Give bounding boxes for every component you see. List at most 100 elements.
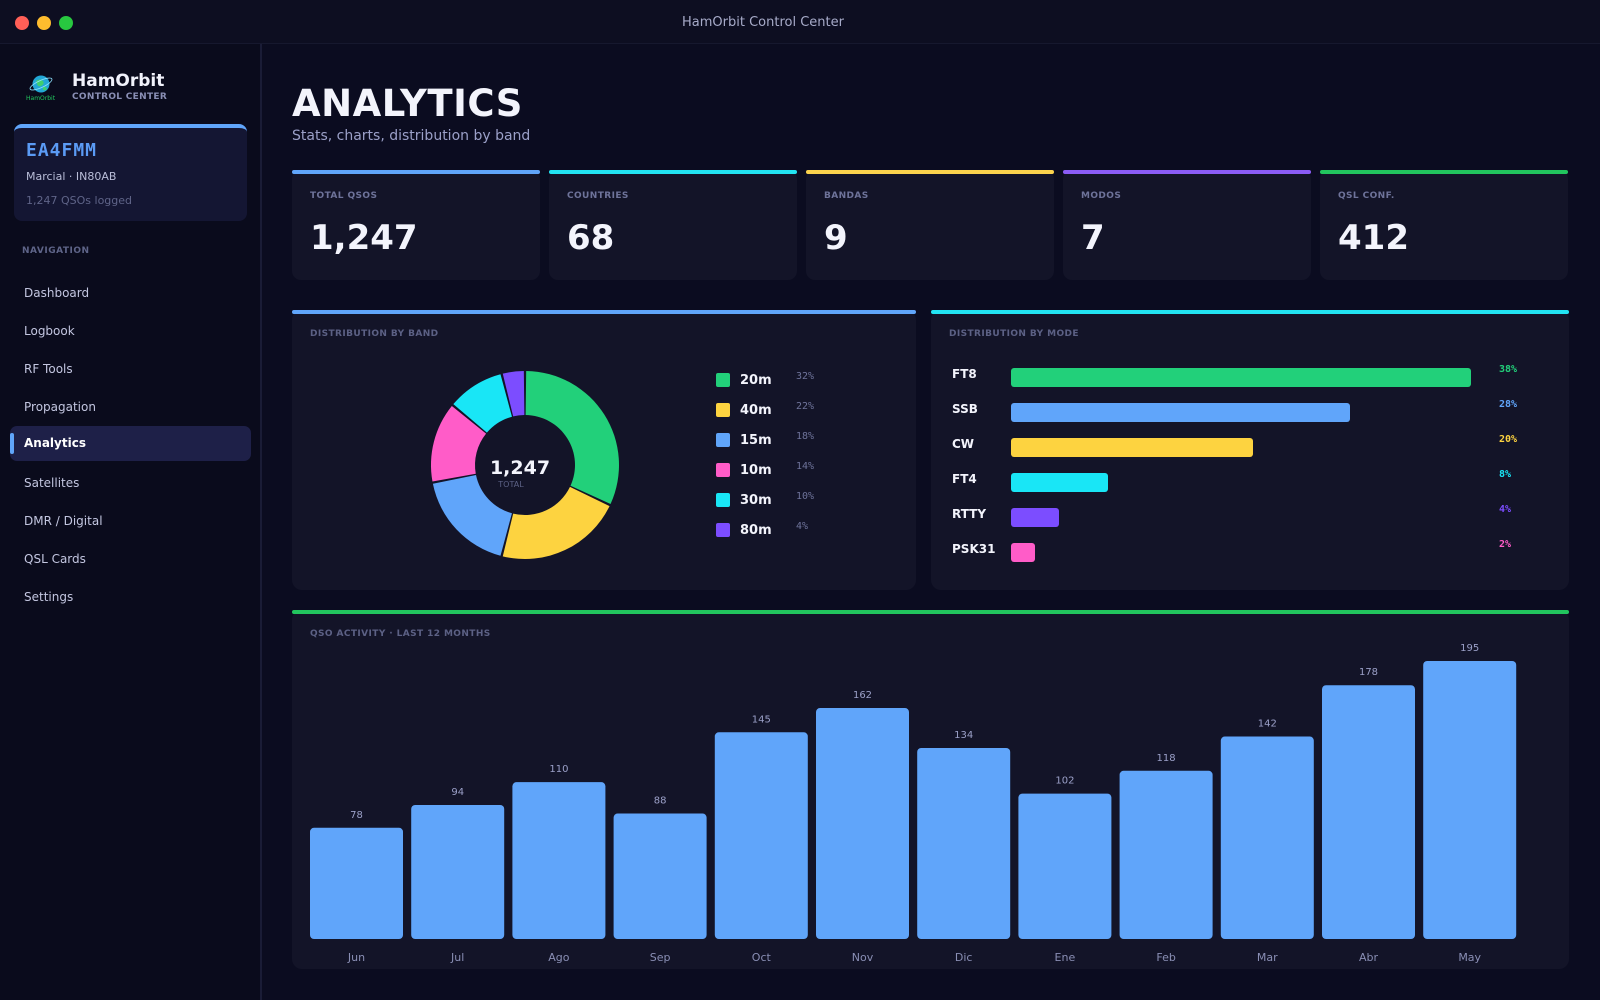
- activity-month-label: Nov: [852, 951, 874, 964]
- donut-slice-20m: [525, 371, 619, 504]
- donut-slice-80m: [502, 371, 525, 417]
- activity-bar: [917, 747, 1011, 939]
- activity-value-label: 94: [451, 787, 464, 798]
- sidebar-item-analytics[interactable]: Analytics: [10, 426, 251, 461]
- legend-label: 15m: [740, 433, 772, 448]
- user-card[interactable]: EA4FMM Marcial · IN80AB 1,247 QSOs logge…: [14, 124, 247, 221]
- logo-text: HamOrbit: [26, 95, 56, 102]
- stat-card-total-qsos: TOTAL QSOS 1,247: [292, 170, 540, 280]
- mode-label: FT4: [952, 472, 977, 486]
- mode-label: PSK31: [952, 542, 996, 556]
- legend-label: 80m: [740, 523, 772, 538]
- activity-value-label: 102: [1055, 776, 1074, 787]
- mode-label: CW: [952, 437, 975, 451]
- sidebar-item-dashboard[interactable]: Dashboard: [24, 286, 90, 300]
- activity-bar: [1423, 661, 1517, 939]
- sidebar-item-qsl-cards[interactable]: QSL Cards: [24, 552, 86, 566]
- mode-bar: [1011, 403, 1350, 422]
- legend-label: 40m: [740, 403, 772, 418]
- activity-month-label: Oct: [752, 951, 772, 964]
- activity-value-label: 178: [1359, 667, 1378, 678]
- stat-label: BANDAS: [824, 191, 869, 201]
- page-title: ANALYTICS: [292, 82, 523, 125]
- sidebar: HamOrbit HamOrbit CONTROL CENTER EA4FMM …: [0, 44, 262, 1000]
- activity-bar: [1119, 770, 1213, 939]
- stat-accent-bar: [549, 170, 797, 174]
- window-minimize-button[interactable]: [37, 16, 51, 30]
- stat-accent-bar: [1063, 170, 1311, 174]
- stat-card-bandas: BANDAS 9: [806, 170, 1054, 280]
- stat-value: 1,247: [310, 218, 418, 258]
- mode-row: SSB 28%: [952, 399, 1532, 423]
- mode-row: RTTY 4%: [952, 504, 1532, 528]
- user-callsign: EA4FMM: [26, 140, 98, 161]
- sidebar-item-logbook[interactable]: Logbook: [24, 324, 75, 338]
- mode-percent: 4%: [1499, 504, 1512, 515]
- sidebar-item-satellites[interactable]: Satellites: [24, 476, 80, 490]
- mode-label: SSB: [952, 402, 978, 416]
- window-titlebar: HamOrbit Control Center: [0, 0, 1600, 44]
- mode-row: PSK31 2%: [952, 539, 1532, 563]
- sidebar-item-rf-tools[interactable]: RF Tools: [24, 362, 73, 376]
- globe-logo-icon: HamOrbit: [26, 75, 56, 102]
- user-qsos-count: 1,247 QSOs logged: [26, 194, 133, 207]
- activity-month-label: Ene: [1055, 951, 1076, 964]
- legend-label: 20m: [740, 373, 772, 388]
- mode-label: RTTY: [952, 507, 987, 521]
- mode-percent: 20%: [1499, 434, 1518, 445]
- activity-month-label: Jun: [347, 951, 365, 964]
- activity-month-label: Mar: [1257, 951, 1278, 964]
- mode-bar: [1011, 438, 1253, 457]
- stat-accent-bar: [806, 170, 1054, 174]
- mode-label: FT8: [952, 367, 977, 381]
- donut-center-label: TOTAL: [497, 480, 524, 489]
- activity-value-label: 145: [752, 714, 771, 725]
- stat-value: 9: [824, 218, 848, 258]
- window-close-button[interactable]: [15, 16, 29, 30]
- legend-percent: 32%: [796, 371, 815, 382]
- sidebar-item-propagation[interactable]: Propagation: [24, 400, 96, 414]
- activity-month-label: Feb: [1156, 951, 1175, 964]
- activity-bar: [714, 732, 808, 939]
- activity-value-label: 118: [1157, 753, 1176, 764]
- panel-accent-bar: [931, 310, 1569, 314]
- activity-bar-chart: 78 Jun 94 Jul 110 Ago 88 Sep 145 Oct 162 Nov 134 Dic 1…: [310, 643, 1517, 964]
- brand-name: HamOrbit: [72, 71, 165, 91]
- panel-title: QSO ACTIVITY · LAST 12 MONTHS: [310, 629, 491, 639]
- activity-value-label: 195: [1460, 643, 1479, 654]
- stat-accent-bar: [292, 170, 540, 174]
- sidebar-item-settings[interactable]: Settings: [24, 590, 74, 604]
- mode-bar: [1011, 508, 1059, 527]
- legend-swatch: [716, 433, 730, 447]
- mode-row: CW 20%: [952, 434, 1532, 458]
- donut-slice-30m: [453, 374, 512, 433]
- mode-percent: 28%: [1499, 399, 1518, 410]
- panel-accent-bar: [292, 310, 916, 314]
- window-maximize-button[interactable]: [59, 16, 73, 30]
- activity-value-label: 142: [1258, 719, 1277, 730]
- stat-label: QSL CONF.: [1338, 191, 1395, 201]
- legend-swatch: [716, 403, 730, 417]
- stat-label: MODOS: [1081, 191, 1122, 201]
- stat-card-modos: MODOS 7: [1063, 170, 1311, 280]
- panel-title: DISTRIBUTION BY MODE: [949, 329, 1079, 339]
- legend-label: 10m: [740, 463, 772, 478]
- stat-value: 7: [1081, 218, 1105, 258]
- activity-value-label: 110: [549, 764, 568, 775]
- stat-value: 68: [567, 218, 615, 258]
- sidebar-item-dmr-digital[interactable]: DMR / Digital: [24, 514, 103, 528]
- brand-subtitle: CONTROL CENTER: [72, 92, 168, 102]
- stat-card-countries: COUNTRIES 68: [549, 170, 797, 280]
- stat-label: COUNTRIES: [567, 191, 629, 201]
- panel-title: DISTRIBUTION BY BAND: [310, 329, 439, 339]
- legend-swatch: [716, 373, 730, 387]
- mode-percent: 38%: [1499, 364, 1518, 375]
- legend-swatch: [716, 523, 730, 537]
- activity-bar: [512, 782, 606, 939]
- mode-row: FT4 8%: [952, 469, 1532, 493]
- legend-swatch: [716, 493, 730, 507]
- window-title: HamOrbit Control Center: [682, 15, 844, 30]
- activity-month-label: Jul: [450, 951, 464, 964]
- activity-bar: [1220, 736, 1314, 939]
- legend-percent: 14%: [796, 461, 815, 472]
